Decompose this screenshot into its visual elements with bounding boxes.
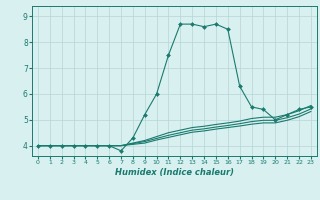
X-axis label: Humidex (Indice chaleur): Humidex (Indice chaleur) (115, 168, 234, 177)
